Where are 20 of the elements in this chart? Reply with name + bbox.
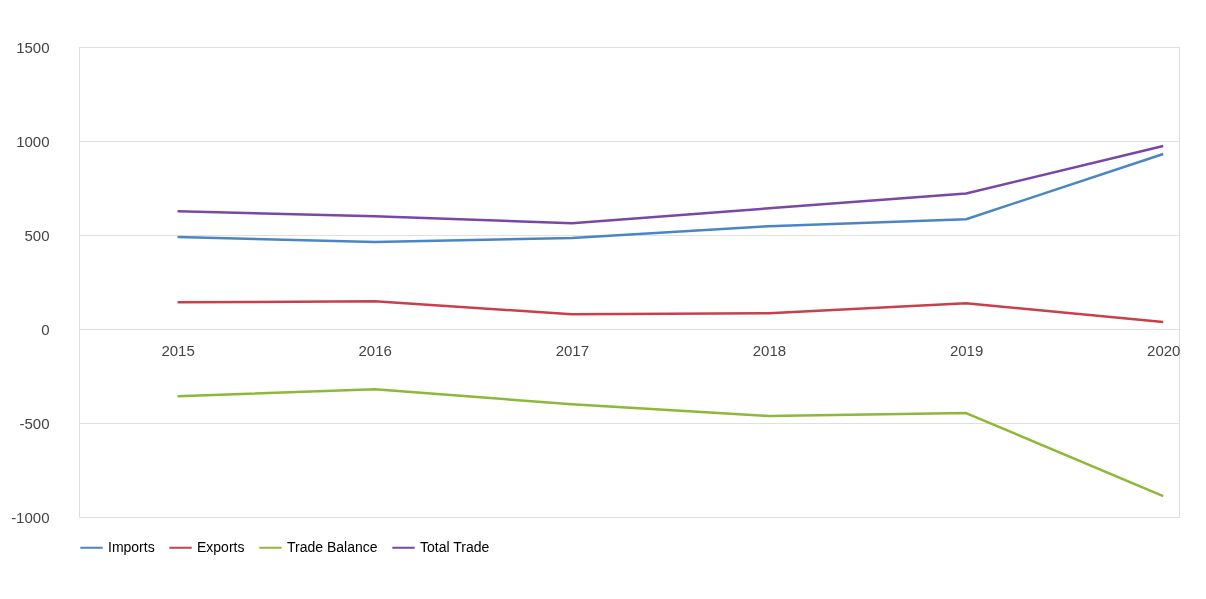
y-tick-label: 1500: [16, 38, 50, 56]
x-tick-label: 2015: [161, 341, 195, 359]
x-tick-label: 2020: [1147, 341, 1181, 359]
legend-label: Imports: [108, 538, 155, 555]
y-tick-label: 0: [41, 320, 50, 338]
line-series: [176, 152, 1165, 244]
y-tick-label: 1000: [16, 132, 50, 150]
y-tick-label: -1000: [11, 508, 50, 526]
y-tick-label: 500: [24, 226, 50, 244]
legend-label: Trade Balance: [287, 538, 378, 555]
x-tick-label: 2018: [752, 341, 787, 359]
x-tick-label: 2017: [555, 341, 590, 359]
y-tick-label: -500: [19, 414, 50, 432]
legend-label: Total Trade: [420, 538, 490, 555]
line-series: [176, 300, 1165, 324]
x-tick-label: 2019: [949, 341, 984, 359]
x-tick-label: 2016: [358, 341, 392, 359]
line-series: [176, 388, 1165, 498]
legend-label: Exports: [197, 538, 245, 555]
line-series: [176, 144, 1165, 225]
